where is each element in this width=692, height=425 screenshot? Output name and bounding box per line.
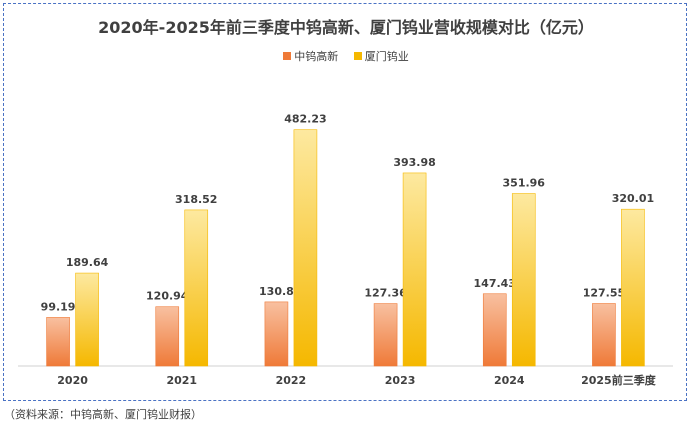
x-tick-label-2022: 2022 bbox=[276, 374, 307, 387]
bar-series-2-2021 bbox=[184, 209, 209, 367]
data-label-series-1-2023: 127.36 bbox=[364, 287, 407, 300]
bar-series-2-2023 bbox=[402, 172, 427, 367]
source-note: （资料来源：中钨高新、厦门钨业财报） bbox=[4, 408, 202, 421]
bar-series-2-2024 bbox=[511, 193, 536, 367]
data-label-series-1-2025前三季度: 127.55 bbox=[583, 287, 625, 300]
chart-frame bbox=[3, 3, 687, 401]
legend-label-series-1: 中钨高新 bbox=[294, 50, 339, 63]
data-label-series-2-2023: 393.98 bbox=[393, 156, 435, 169]
x-tick-label-2020: 2020 bbox=[57, 374, 88, 387]
x-tick-label-2024: 2024 bbox=[494, 374, 525, 387]
data-label-series-1-2020: 99.19 bbox=[41, 300, 76, 313]
bar-series-1-2020 bbox=[46, 317, 70, 367]
data-label-series-1-2022: 130.8 bbox=[259, 285, 294, 298]
legend-item-series-1: 中钨高新 bbox=[283, 48, 338, 64]
data-label-series-2-2021: 318.52 bbox=[175, 193, 217, 206]
data-label-series-1-2024: 147.43 bbox=[474, 277, 516, 290]
legend-swatch-series-1 bbox=[283, 52, 292, 60]
legend-swatch-series-2 bbox=[353, 52, 362, 60]
x-tick-label-2023: 2023 bbox=[385, 374, 416, 387]
data-label-series-1-2021: 120.94 bbox=[146, 290, 189, 303]
data-label-series-2-2020: 189.64 bbox=[66, 256, 109, 269]
bar-series-1-2025前三季度 bbox=[592, 303, 616, 367]
bar-series-2-2022 bbox=[293, 129, 318, 367]
legend-label-series-2: 厦门钨业 bbox=[364, 50, 409, 63]
bar-series-2-2025前三季度 bbox=[621, 208, 645, 367]
data-label-series-2-2022: 482.23 bbox=[284, 113, 326, 126]
bar-series-1-2024 bbox=[482, 293, 507, 367]
chart-title: 2020年-2025年前三季度中钨高新、厦门钨业营收规模对比（亿元） bbox=[98, 18, 594, 37]
bar-series-1-2023 bbox=[373, 303, 398, 367]
bar-series-1-2022 bbox=[264, 301, 289, 367]
data-label-series-2-2025前三季度: 320.01 bbox=[612, 192, 654, 205]
x-tick-label-2021: 2021 bbox=[166, 374, 197, 387]
chart-legend: 中钨高新 厦门钨业 bbox=[0, 48, 692, 64]
bar-series-1-2021 bbox=[155, 306, 180, 367]
x-tick-label-2025前三季度: 2025前三季度 bbox=[581, 373, 657, 387]
bar-series-2-2020 bbox=[75, 272, 99, 367]
legend-item-series-2: 厦门钨业 bbox=[353, 48, 409, 64]
data-label-series-2-2024: 351.96 bbox=[503, 177, 546, 190]
